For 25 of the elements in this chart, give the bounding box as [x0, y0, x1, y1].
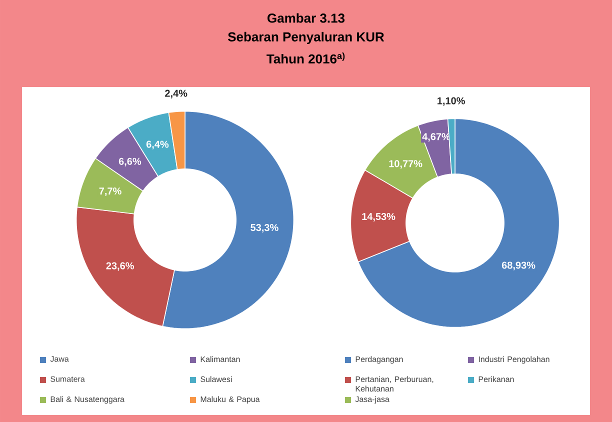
- legend-label: Perikanan: [478, 376, 514, 382]
- data-label: 1,10%: [438, 97, 465, 106]
- data-label: 2,4%: [165, 90, 188, 98]
- chart-subtitle: Sebaran Penyaluran KUR: [228, 32, 384, 44]
- legend-label: Jawa: [50, 356, 69, 362]
- data-label: 14,53%: [362, 212, 396, 222]
- data-label: 6,4%: [146, 140, 169, 150]
- legend-label: Bali & Nusatenggara: [50, 396, 124, 404]
- data-label: 6,6%: [118, 158, 142, 166]
- data-label: 10,77%: [389, 160, 422, 169]
- data-label: 4,67%: [422, 133, 450, 142]
- data-label: 53,3%: [250, 224, 278, 233]
- chart-title: Gambar 3.13: [268, 13, 345, 23]
- legend-label: Kalimantan: [200, 356, 240, 362]
- text: Tahun 2016$^{a)}$: [266, 52, 345, 64]
- data-label: 23,6%: [106, 262, 134, 271]
- legend-label: Industri Pengolahan: [478, 356, 550, 364]
- legend-label: Perdagangan: [356, 356, 403, 364]
- legend-label: Sumatera: [50, 376, 85, 382]
- legend-label: Sulawesi: [200, 376, 232, 382]
- legend-label: Maluku & Papua: [200, 396, 260, 404]
- legend-label: Pertanian, Perburuan, Kehutanan: [356, 376, 434, 392]
- data-label: 7,7%: [99, 187, 122, 196]
- data-label: 68,93%: [502, 262, 536, 270]
- legend-label: Jasa-jasa: [355, 396, 390, 404]
